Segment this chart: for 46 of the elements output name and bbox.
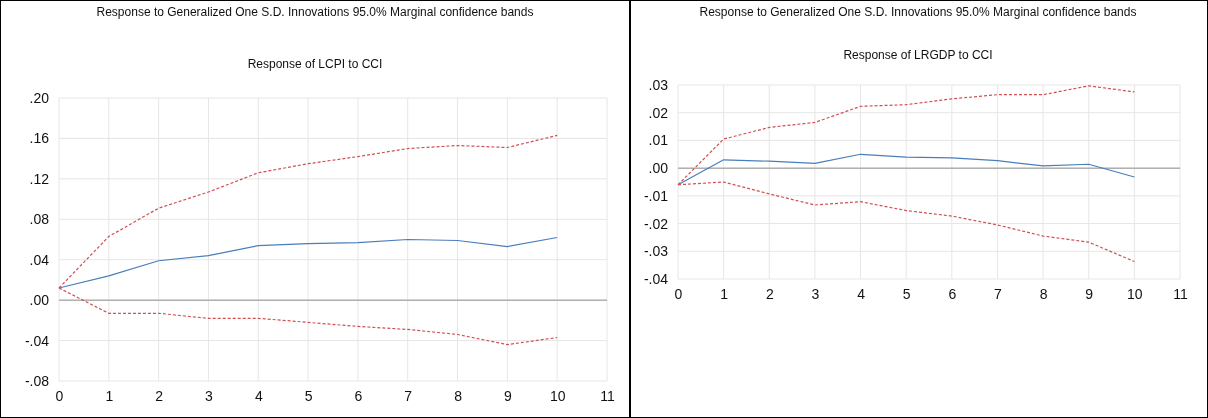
y-tick-label: .20 [29,89,50,106]
y-tick-label: .01 [648,132,669,149]
x-tick-label: 0 [674,285,683,302]
x-tick-label: 4 [254,387,263,404]
x-tick-label: 7 [994,285,1003,302]
y-tick-label: -.04 [24,332,50,349]
x-tick-label: 10 [1127,285,1143,302]
x-tick-label: 11 [600,387,615,404]
x-tick-label: 3 [811,285,820,302]
x-tick-label: 3 [205,387,214,404]
x-tick-label: 6 [354,387,363,404]
x-tick-label: 1 [720,285,729,302]
x-tick-label: 0 [55,387,64,404]
y-tick-label: .16 [29,130,50,147]
x-tick-label: 1 [105,387,114,404]
x-tick-label: 5 [902,285,911,302]
chart-subtitle: Response of LCPI to CCI [247,57,383,71]
y-tick-label: .12 [29,170,50,187]
x-tick-label: 7 [404,387,413,404]
x-tick-label: 2 [155,387,164,404]
x-tick-label: 4 [857,285,866,302]
y-tick-label: -.08 [24,372,50,389]
x-tick-label: 8 [1039,285,1048,302]
y-tick-label: .08 [29,211,50,228]
x-tick-label: 9 [1085,285,1094,302]
x-tick-label: 2 [765,285,774,302]
x-tick-label: 9 [503,387,512,404]
chart-title: Response to Generalized One S.D. Innovations 95.0% Marginal confidence bands [699,5,1137,19]
y-tick-label: .00 [29,292,50,309]
y-tick-label: -.03 [643,243,669,260]
x-tick-label: 10 [549,387,566,404]
y-tick-label: -.01 [643,187,669,204]
x-tick-label: 5 [304,387,313,404]
chart-subtitle: Response of LRGDP to CCI [843,48,993,62]
y-tick-label: .03 [648,76,669,93]
chart-title: Response to Generalized One S.D. Innovations 95.0% Marginal confidence bands [96,5,534,19]
x-tick-label: 11 [1173,285,1188,302]
y-tick-label: -.02 [643,215,669,232]
x-tick-label: 6 [948,285,957,302]
x-tick-label: 8 [454,387,463,404]
y-tick-label: -.04 [643,270,669,287]
y-tick-label: .02 [648,104,669,121]
y-tick-label: .04 [29,251,50,268]
line-series [677,153,1135,186]
line-series [58,236,558,289]
y-tick-label: .00 [648,160,669,177]
